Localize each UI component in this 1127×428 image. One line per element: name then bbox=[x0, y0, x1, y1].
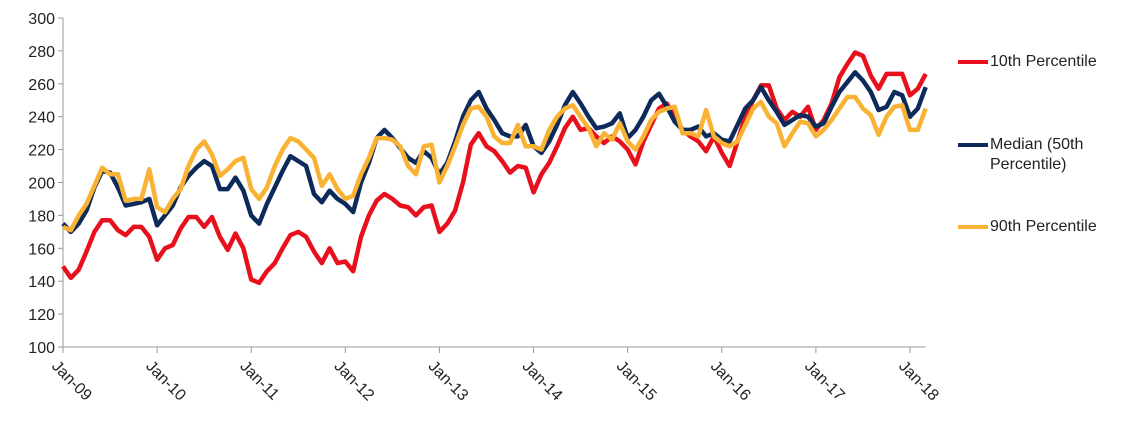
y-tick-label: 240 bbox=[28, 110, 55, 127]
legend-label: Median (50th Percentile) bbox=[990, 136, 1084, 173]
y-tick-label: 160 bbox=[28, 241, 55, 258]
x-tick-label: Jan-15 bbox=[613, 358, 660, 405]
x-tick-label: Jan-18 bbox=[895, 358, 942, 405]
x-tick-label: Jan-11 bbox=[236, 358, 282, 404]
y-tick-label: 260 bbox=[28, 77, 55, 94]
x-tick-label: Jan-13 bbox=[425, 358, 472, 405]
x-tick-label: Jan-09 bbox=[48, 358, 95, 405]
y-tick-label: 220 bbox=[28, 143, 55, 160]
y-tick-label: 100 bbox=[28, 340, 55, 357]
legend-label: 90th Percentile bbox=[990, 218, 1097, 235]
y-tick-label: 300 bbox=[28, 11, 55, 28]
x-tick-label: Jan-14 bbox=[519, 358, 566, 405]
x-tick-label: Jan-16 bbox=[707, 358, 754, 405]
y-tick-label: 180 bbox=[28, 208, 55, 225]
series-line bbox=[62, 94, 928, 233]
legend-swatch bbox=[958, 60, 988, 64]
legend-swatch bbox=[958, 143, 988, 147]
y-tick-label: 140 bbox=[28, 274, 55, 291]
y-tick-label: 280 bbox=[28, 44, 55, 61]
series-line bbox=[61, 70, 928, 235]
y-tick-label: 200 bbox=[28, 176, 55, 193]
legend-label: 10th Percentile bbox=[990, 53, 1097, 70]
x-tick-label: Jan-17 bbox=[801, 358, 848, 405]
series-line bbox=[61, 50, 928, 286]
x-tick-label: Jan-10 bbox=[142, 358, 189, 405]
y-tick-label: 120 bbox=[28, 307, 55, 324]
x-tick-label: Jan-12 bbox=[331, 358, 378, 405]
legend-swatch bbox=[958, 225, 988, 229]
